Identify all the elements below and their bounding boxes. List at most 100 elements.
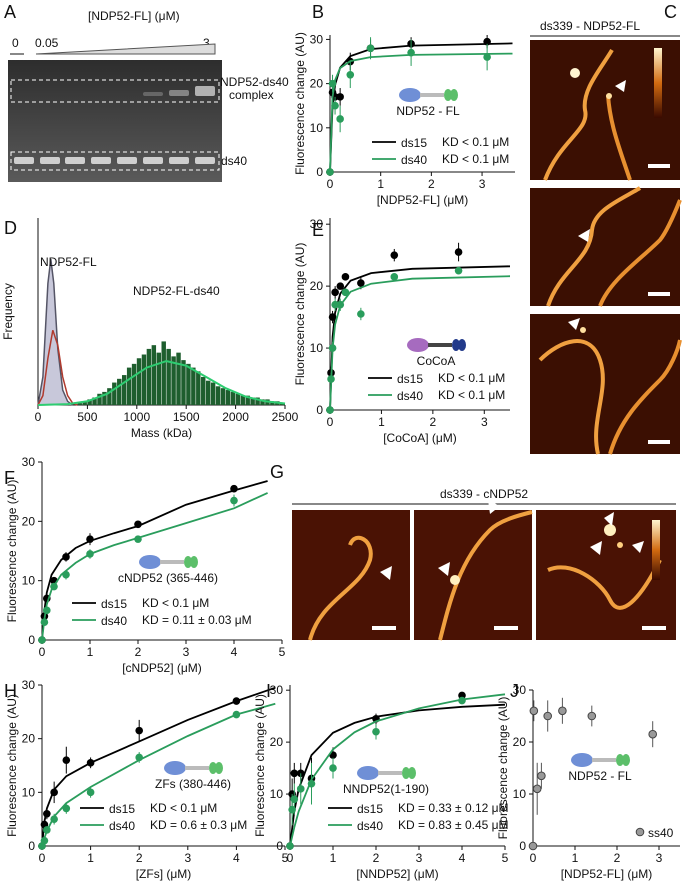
data-point <box>135 753 143 762</box>
y-axis-label: Fluorescence change (AU) <box>5 694 19 837</box>
x-tick-label: 2000 <box>222 410 249 424</box>
inset-label: NNDP52(1-190) <box>343 782 429 796</box>
inset-cartoon <box>357 766 379 780</box>
data-point <box>454 248 463 256</box>
x-axis-label: [NDP52-FL] (μM) <box>561 867 653 881</box>
x-tick-label: 1 <box>330 851 337 865</box>
data-point <box>331 288 339 297</box>
x-tick-label: 1 <box>87 851 94 865</box>
y-tick-label: 30 <box>310 217 324 231</box>
y-tick-label: 10 <box>310 341 324 355</box>
data-point <box>86 550 94 558</box>
inset-cartoon <box>185 766 209 770</box>
histogram-bar <box>131 363 137 405</box>
data-point <box>336 93 344 101</box>
y-tick-label: 20 <box>310 77 324 91</box>
histogram-bar <box>186 363 191 405</box>
annotation: NDP52-FL <box>40 255 97 269</box>
x-axis-label: [CoCoA] (μM) <box>383 431 457 445</box>
x-tick-label: 2 <box>614 851 621 865</box>
histogram-bar <box>220 388 226 405</box>
data-point <box>336 282 345 290</box>
afm-image <box>414 500 533 641</box>
fit-curve <box>37 360 286 406</box>
data-point <box>296 785 305 793</box>
y-tick-label: 10 <box>22 574 36 588</box>
y-tick-label: 20 <box>310 279 324 293</box>
histogram-bar <box>107 388 112 405</box>
histogram-bar <box>245 395 250 405</box>
afm-image <box>530 314 682 455</box>
data-point <box>454 266 463 275</box>
x-tick-label: 500 <box>77 410 97 424</box>
x-tick-label: 0 <box>530 851 537 865</box>
afm-image <box>530 186 682 307</box>
histogram-bar <box>126 367 132 405</box>
data-point <box>43 810 51 818</box>
inset-cartoon <box>452 339 460 351</box>
afm-image <box>536 510 676 640</box>
x-tick-label: 3 <box>184 851 191 865</box>
histogram-bar <box>260 399 265 405</box>
legend-label: ds40 <box>357 819 383 833</box>
x-axis-label: [ZFs] (μM) <box>136 867 192 881</box>
data-point <box>328 344 337 352</box>
inset-cartoon <box>622 754 630 766</box>
data-point <box>40 618 49 626</box>
y-tick-label: 0 <box>316 165 323 179</box>
gel-bands <box>14 86 215 164</box>
legend-swatch <box>635 827 645 837</box>
data-point <box>50 582 58 591</box>
fit-curve <box>289 693 506 847</box>
data-point <box>458 696 466 705</box>
histogram-bar <box>102 391 107 405</box>
data-point <box>43 606 51 615</box>
afm-title: ds339 - cNDP52 <box>440 487 528 501</box>
gel-conc: 3 <box>203 36 210 50</box>
y-tick-label: 20 <box>270 735 284 749</box>
histogram-bar <box>121 375 127 405</box>
y-tick-label: 30 <box>22 678 36 692</box>
x-tick-label: 2 <box>136 851 143 865</box>
legend-label: ds15 <box>397 372 423 386</box>
data-point <box>331 101 339 110</box>
y-axis-label: Fluorescence change (AU) <box>293 32 307 175</box>
data-point <box>372 727 380 736</box>
data-point <box>483 53 491 61</box>
y-tick-label: 30 <box>22 455 36 469</box>
data-point <box>336 115 344 123</box>
gradient-wedge <box>35 43 216 55</box>
x-tick-label: 4 <box>231 645 238 659</box>
inset-cartoon <box>450 89 458 101</box>
legend-kd: KD < 0.1 μM <box>142 596 209 610</box>
inset-cartoon <box>420 93 444 97</box>
legend-kd: KD = 0.33 ± 0.12 μM <box>398 801 509 815</box>
data-point <box>390 273 399 281</box>
y-axis-label: Fluorescence change (AU) <box>5 480 19 623</box>
afm-image <box>292 510 410 641</box>
inset-cartoon <box>399 88 421 102</box>
x-tick-label: 0 <box>327 415 334 429</box>
gel-band-label: NDP52-ds40 <box>220 75 289 89</box>
x-tick-label: 2 <box>428 177 435 191</box>
panel-label: C <box>664 2 677 22</box>
panel-label: H <box>4 681 17 701</box>
data-point <box>528 841 538 851</box>
afm-image <box>530 40 680 181</box>
histogram-bar <box>235 393 241 405</box>
data-point <box>62 553 70 561</box>
x-axis-label: [cNDP52] (μM) <box>122 661 202 675</box>
inset-label: NDP52 - FL <box>396 104 460 118</box>
legend-label: ds40 <box>397 389 423 403</box>
data-point <box>390 251 399 259</box>
dashed-box <box>10 151 220 171</box>
data-point <box>134 520 142 529</box>
data-point <box>357 279 365 287</box>
inset-cartoon <box>139 555 161 569</box>
legend-label: ds15 <box>357 802 383 816</box>
data-point <box>341 288 350 297</box>
data-point <box>307 779 316 788</box>
y-axis-label: Frequency <box>1 283 15 340</box>
histogram-bar <box>87 399 92 405</box>
